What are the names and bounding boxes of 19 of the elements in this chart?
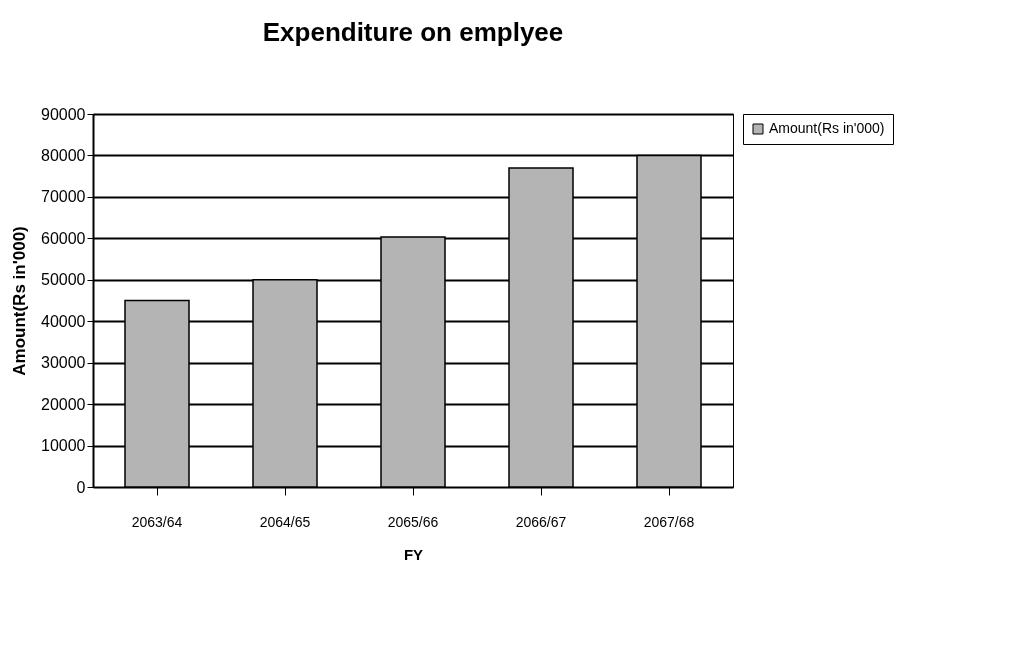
legend-label: Amount(Rs in'000) bbox=[769, 120, 885, 136]
x-tick-label: 2067/68 bbox=[643, 513, 695, 530]
y-tick-label: 40000 bbox=[41, 312, 86, 330]
y-tick-label: 80000 bbox=[41, 146, 86, 164]
y-tick-label: 50000 bbox=[41, 271, 86, 289]
y-axis-title: Amount(Rs in'000) bbox=[10, 226, 30, 376]
y-tick-label: 30000 bbox=[41, 354, 86, 372]
x-tick-label: 2065/66 bbox=[387, 513, 439, 530]
x-tick-label: 2066/67 bbox=[515, 513, 567, 530]
y-tick-label: 90000 bbox=[41, 105, 86, 123]
chart-title: Expenditure on emplyee bbox=[262, 17, 564, 47]
y-tick-label: 60000 bbox=[41, 229, 86, 247]
y-tick-label: 20000 bbox=[41, 395, 86, 413]
y-tick-label: 0 bbox=[76, 478, 86, 496]
x-axis-title: FY bbox=[403, 545, 424, 563]
x-tick-label: 2064/65 bbox=[259, 513, 311, 530]
y-tick-label: 70000 bbox=[41, 188, 86, 206]
y-tick-label: 10000 bbox=[41, 437, 86, 455]
x-tick-label: 2063/64 bbox=[131, 513, 183, 530]
